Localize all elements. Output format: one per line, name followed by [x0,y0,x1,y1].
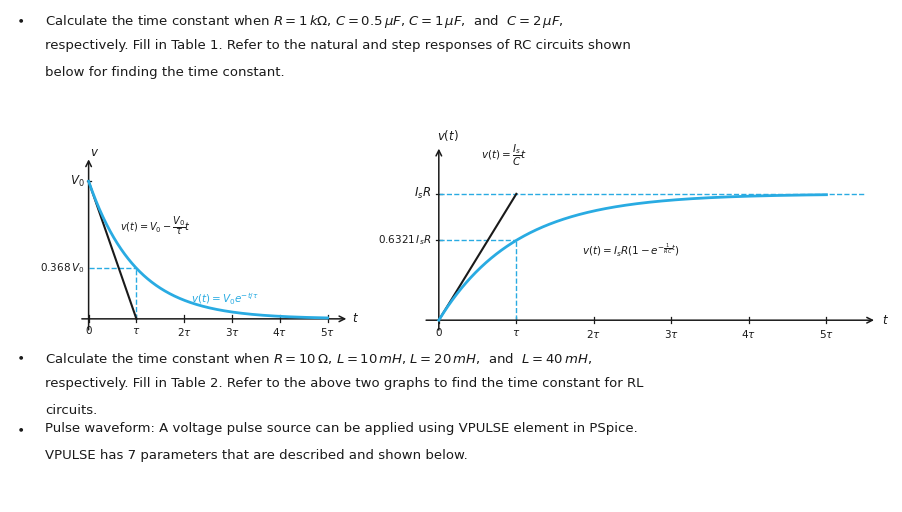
Text: $t$: $t$ [353,312,359,325]
Text: 0: 0 [436,328,442,338]
Text: Calculate the time constant when $R = 1\,k\Omega$, $C = 0.5\,\mu F$, $C = 1\,\mu: Calculate the time constant when $R = 1\… [45,13,564,30]
Text: below for finding the time constant.: below for finding the time constant. [45,66,285,79]
Text: VPULSE has 7 parameters that are described and shown below.: VPULSE has 7 parameters that are describ… [45,449,468,462]
Text: 0: 0 [86,327,92,336]
Text: $V_0$: $V_0$ [70,174,85,189]
Text: $\tau$: $\tau$ [133,327,141,336]
Text: $I_s R$: $I_s R$ [414,186,431,201]
Text: $2\tau$: $2\tau$ [177,327,191,338]
Text: $v$: $v$ [90,146,99,159]
Text: $4\tau$: $4\tau$ [741,328,757,340]
Text: $2\tau$: $2\tau$ [586,328,602,340]
Text: $5\tau$: $5\tau$ [320,327,335,338]
Text: respectively. Fill in Table 2. Refer to the above two graphs to find the time co: respectively. Fill in Table 2. Refer to … [45,377,643,390]
Text: $v(t) = I_s R(1 - e^{-\frac{1}{RC}t})$: $v(t) = I_s R(1 - e^{-\frac{1}{RC}t})$ [582,242,680,260]
Text: $4\tau$: $4\tau$ [272,327,287,338]
Text: $5\tau$: $5\tau$ [819,328,833,340]
Text: $0.6321\,I_s R$: $0.6321\,I_s R$ [378,233,431,247]
Text: $v(t)=V_0 - \dfrac{V_0}{\tau}t$: $v(t)=V_0 - \dfrac{V_0}{\tau}t$ [120,214,191,237]
Text: $0.368\,V_0$: $0.368\,V_0$ [41,261,85,275]
Text: Calculate the time constant when $R = 10\,\Omega$, $L = 10\,mH$, $L = 20\,mH$,  : Calculate the time constant when $R = 10… [45,351,592,366]
Text: $\tau$: $\tau$ [512,328,520,338]
Text: $\bullet$: $\bullet$ [16,13,24,26]
Text: Pulse waveform: A voltage pulse source can be applied using VPULSE element in PS: Pulse waveform: A voltage pulse source c… [45,422,638,435]
Text: $\bullet$: $\bullet$ [16,422,24,435]
Text: $3\tau$: $3\tau$ [664,328,679,340]
Text: $v(t) = \dfrac{I_s}{C}t$: $v(t) = \dfrac{I_s}{C}t$ [482,143,528,168]
Text: $v(t) = V_0 e^{-t/\tau}$: $v(t) = V_0 e^{-t/\tau}$ [191,292,259,307]
Text: $v(t)$: $v(t)$ [437,129,459,143]
Text: $t$: $t$ [882,314,889,327]
Text: respectively. Fill in Table 1. Refer to the natural and step responses of RC cir: respectively. Fill in Table 1. Refer to … [45,39,631,52]
Text: circuits.: circuits. [45,404,97,417]
Text: $3\tau$: $3\tau$ [225,327,239,338]
Text: $\bullet$: $\bullet$ [16,351,24,364]
